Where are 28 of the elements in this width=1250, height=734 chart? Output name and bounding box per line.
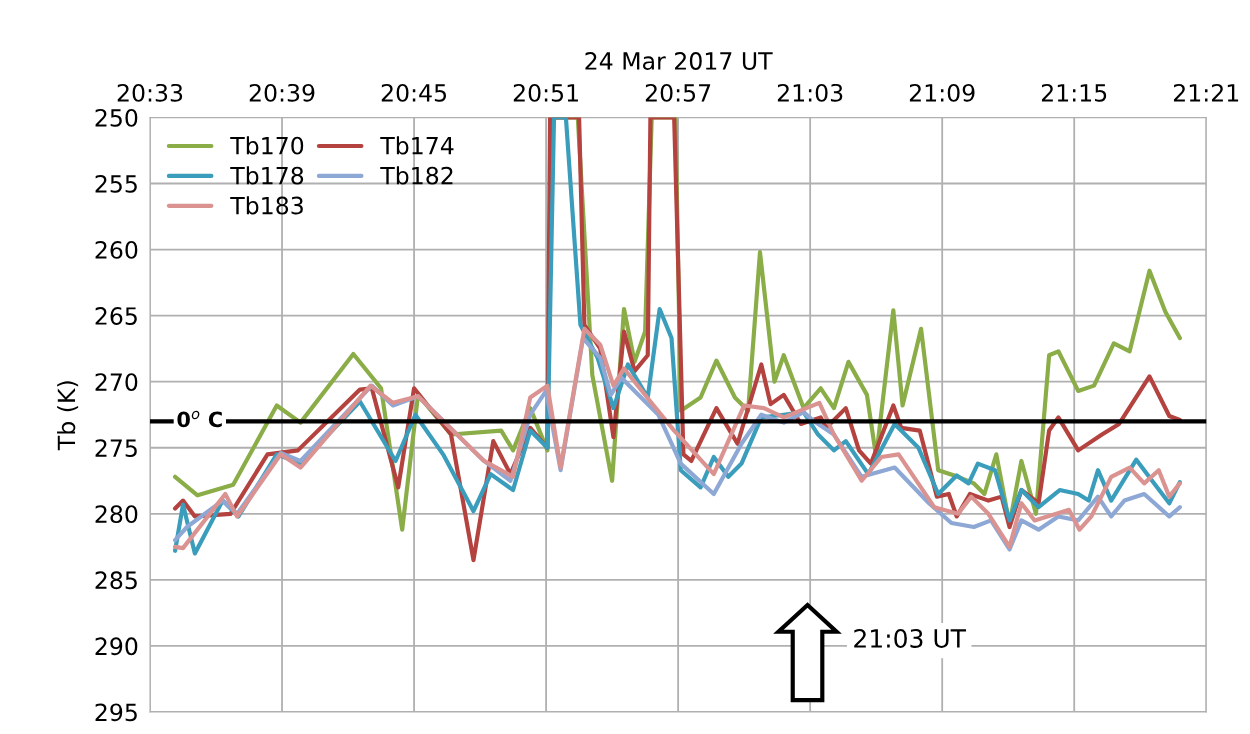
y-tick-label: 255 bbox=[95, 174, 137, 193]
legend-label: Tb178 bbox=[230, 166, 304, 185]
legend-label: Tb182 bbox=[380, 166, 453, 185]
x-tick-label: 21:03 bbox=[777, 83, 843, 102]
x-tick-label: 20:51 bbox=[513, 83, 578, 102]
y-tick-label: 265 bbox=[95, 307, 137, 325]
x-tick-label: 20:57 bbox=[645, 83, 711, 102]
y-tick-label: 275 bbox=[95, 439, 137, 458]
x-tick-label: 20:45 bbox=[381, 83, 447, 102]
x-tick-label: 20:33 bbox=[117, 83, 183, 102]
y-tick-label: 250 bbox=[95, 108, 138, 127]
y-tick-label: 290 bbox=[95, 637, 138, 656]
legend-label: Tb174 bbox=[380, 136, 454, 155]
y-tick-label: 280 bbox=[95, 505, 138, 524]
x-axis-title: 24 Mar 2017 UT bbox=[585, 52, 773, 70]
y-tick-label: 285 bbox=[95, 571, 137, 590]
annotation: 21:03 UT bbox=[854, 628, 967, 648]
legend-label: Tb170 bbox=[230, 136, 304, 155]
x-tick-label: 20:39 bbox=[249, 83, 315, 102]
y-tick-label: 270 bbox=[95, 373, 138, 391]
y-axis-title: Tb (K) bbox=[57, 381, 79, 451]
x-tick-label: 21:21 bbox=[1173, 83, 1239, 102]
ref-line-label: 0$^{o}$ C bbox=[177, 410, 222, 428]
y-tick-label: 260 bbox=[95, 241, 138, 259]
y-tick-label: 295 bbox=[95, 703, 137, 722]
legend-label: Tb183 bbox=[230, 196, 303, 215]
x-tick-label: 21:15 bbox=[1041, 83, 1107, 102]
x-tick-label: 21:09 bbox=[909, 83, 975, 102]
